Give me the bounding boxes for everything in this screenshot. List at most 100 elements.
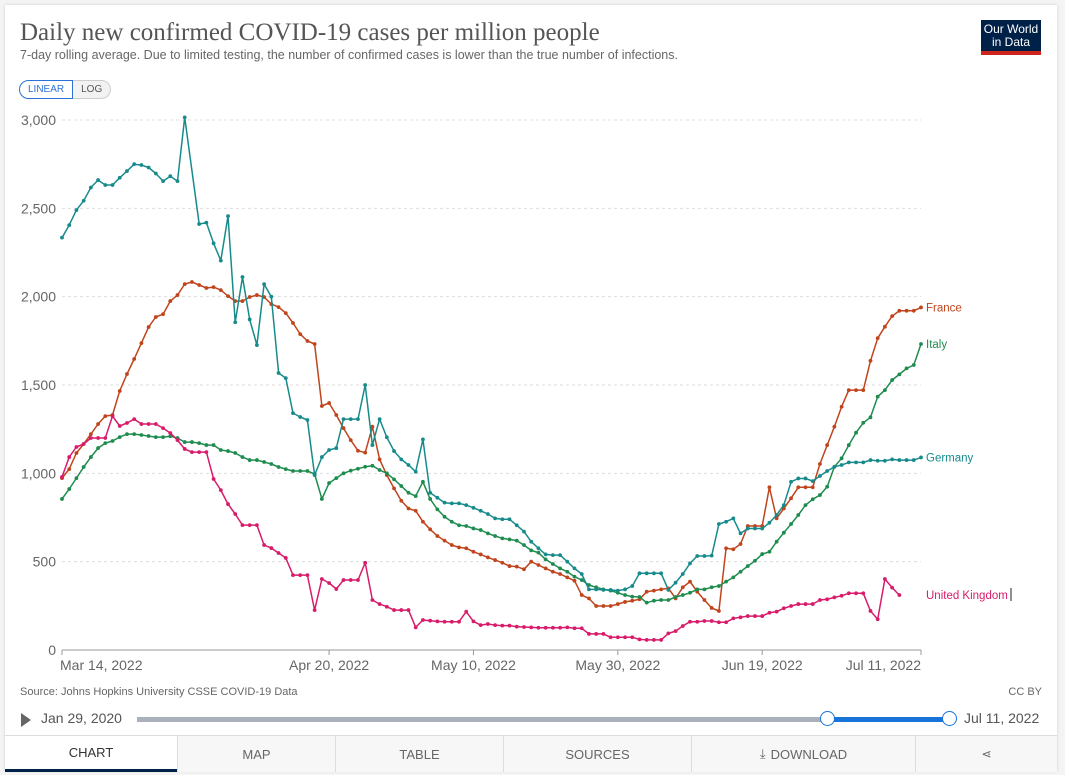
data-point-germany: [305, 418, 310, 422]
data-point-united-kingdom: [240, 523, 245, 527]
data-point-france: [132, 357, 137, 361]
timeline-track[interactable]: [137, 717, 949, 722]
data-point-germany: [796, 476, 801, 481]
share-button[interactable]: ⋖: [915, 736, 1057, 772]
log-scale-button[interactable]: LOG: [73, 80, 112, 99]
data-point-united-kingdom: [435, 619, 440, 624]
data-point-france: [803, 485, 808, 490]
data-point-france: [623, 600, 627, 604]
data-point-france: [652, 588, 656, 593]
timeline-end-handle[interactable]: [942, 711, 957, 726]
tab-sources[interactable]: SOURCES: [503, 736, 691, 772]
data-point-united-kingdom: [291, 573, 295, 577]
data-point-germany: [522, 529, 526, 534]
tab-map[interactable]: MAP: [177, 736, 335, 772]
data-point-italy: [731, 575, 736, 580]
owid-logo[interactable]: Our World in Data: [981, 20, 1041, 55]
data-point-france: [88, 432, 93, 437]
data-point-italy: [875, 394, 880, 399]
tab-sources-label: SOURCES: [565, 746, 630, 762]
data-point-france: [103, 414, 108, 418]
data-point-italy: [377, 468, 382, 472]
data-point-united-kingdom: [846, 591, 851, 596]
data-point-france: [125, 372, 129, 376]
data-point-italy: [117, 435, 122, 440]
data-point-italy: [276, 465, 281, 469]
data-point-united-kingdom: [702, 619, 707, 623]
data-point-france: [601, 604, 606, 608]
data-point-germany: [608, 588, 613, 592]
data-point-germany: [550, 553, 555, 558]
data-point-italy: [103, 441, 108, 446]
data-point-germany: [399, 457, 404, 462]
bottom-tabs: CHART MAP TABLE SOURCES ⤓ DOWNLOAD ⋖: [5, 735, 1057, 772]
data-point-united-kingdom: [117, 424, 122, 428]
data-point-italy: [753, 558, 757, 563]
data-point-united-kingdom: [269, 546, 274, 550]
y-tick-label: 2,000: [21, 289, 56, 305]
data-point-germany: [298, 415, 303, 419]
data-point-germany: [738, 531, 743, 536]
data-point-italy: [781, 530, 786, 535]
data-point-germany: [117, 175, 122, 180]
data-point-italy: [254, 458, 259, 462]
data-point-france: [161, 312, 165, 317]
data-point-france: [522, 567, 526, 572]
data-point-france: [709, 606, 714, 610]
data-point-united-kingdom: [319, 577, 324, 581]
data-point-france: [146, 325, 151, 329]
data-point-italy: [666, 598, 671, 602]
data-point-france: [868, 358, 873, 363]
logo-line-2: in Data: [991, 35, 1031, 49]
data-point-united-kingdom: [825, 597, 830, 602]
data-point-united-kingdom: [673, 629, 678, 633]
data-point-italy: [428, 497, 433, 501]
data-point-germany: [363, 383, 368, 387]
data-point-france: [702, 598, 707, 602]
tab-download[interactable]: ⤓ DOWNLOAD: [691, 736, 915, 772]
tab-chart[interactable]: CHART: [5, 736, 177, 772]
data-point-united-kingdom: [471, 619, 476, 624]
timeline-start-handle[interactable]: [820, 711, 836, 726]
linear-scale-button[interactable]: LINEAR: [19, 80, 74, 99]
data-point-united-kingdom: [341, 578, 346, 582]
data-point-united-kingdom: [421, 618, 425, 622]
data-point-united-kingdom: [406, 608, 411, 612]
data-point-germany: [854, 460, 858, 465]
data-point-united-kingdom: [868, 609, 873, 613]
data-point-italy: [211, 443, 216, 447]
data-point-united-kingdom: [356, 578, 360, 582]
data-point-united-kingdom: [88, 436, 93, 440]
play-icon[interactable]: [21, 713, 31, 727]
data-point-germany: [673, 580, 678, 585]
data-point-germany: [348, 417, 353, 421]
data-point-united-kingdom: [139, 422, 144, 426]
data-point-italy: [536, 550, 541, 555]
data-point-france: [904, 308, 909, 313]
data-point-france: [348, 438, 353, 443]
data-point-france: [514, 564, 519, 569]
data-point-france: [630, 598, 635, 603]
data-point-france: [659, 587, 664, 592]
data-point-italy: [384, 471, 389, 476]
data-point-france: [283, 311, 288, 315]
data-point-germany: [861, 460, 866, 465]
data-point-germany: [370, 443, 375, 447]
legend-label-france: France: [926, 302, 962, 314]
chart-card: Daily new confirmed COVID-19 cases per m…: [5, 5, 1057, 771]
data-point-france: [421, 519, 425, 524]
data-point-italy: [110, 439, 115, 443]
data-point-france: [457, 545, 461, 550]
data-point-italy: [218, 448, 223, 452]
tab-table[interactable]: TABLE: [335, 736, 503, 772]
data-point-italy: [399, 484, 404, 488]
data-point-united-kingdom: [276, 551, 281, 555]
data-point-france: [276, 305, 281, 309]
data-point-france: [218, 288, 223, 293]
data-point-united-kingdom: [890, 585, 895, 590]
data-point-italy: [291, 469, 295, 473]
data-point-united-kingdom: [67, 455, 72, 459]
data-point-france: [883, 324, 887, 329]
data-point-germany: [767, 520, 772, 525]
data-point-italy: [421, 479, 425, 484]
